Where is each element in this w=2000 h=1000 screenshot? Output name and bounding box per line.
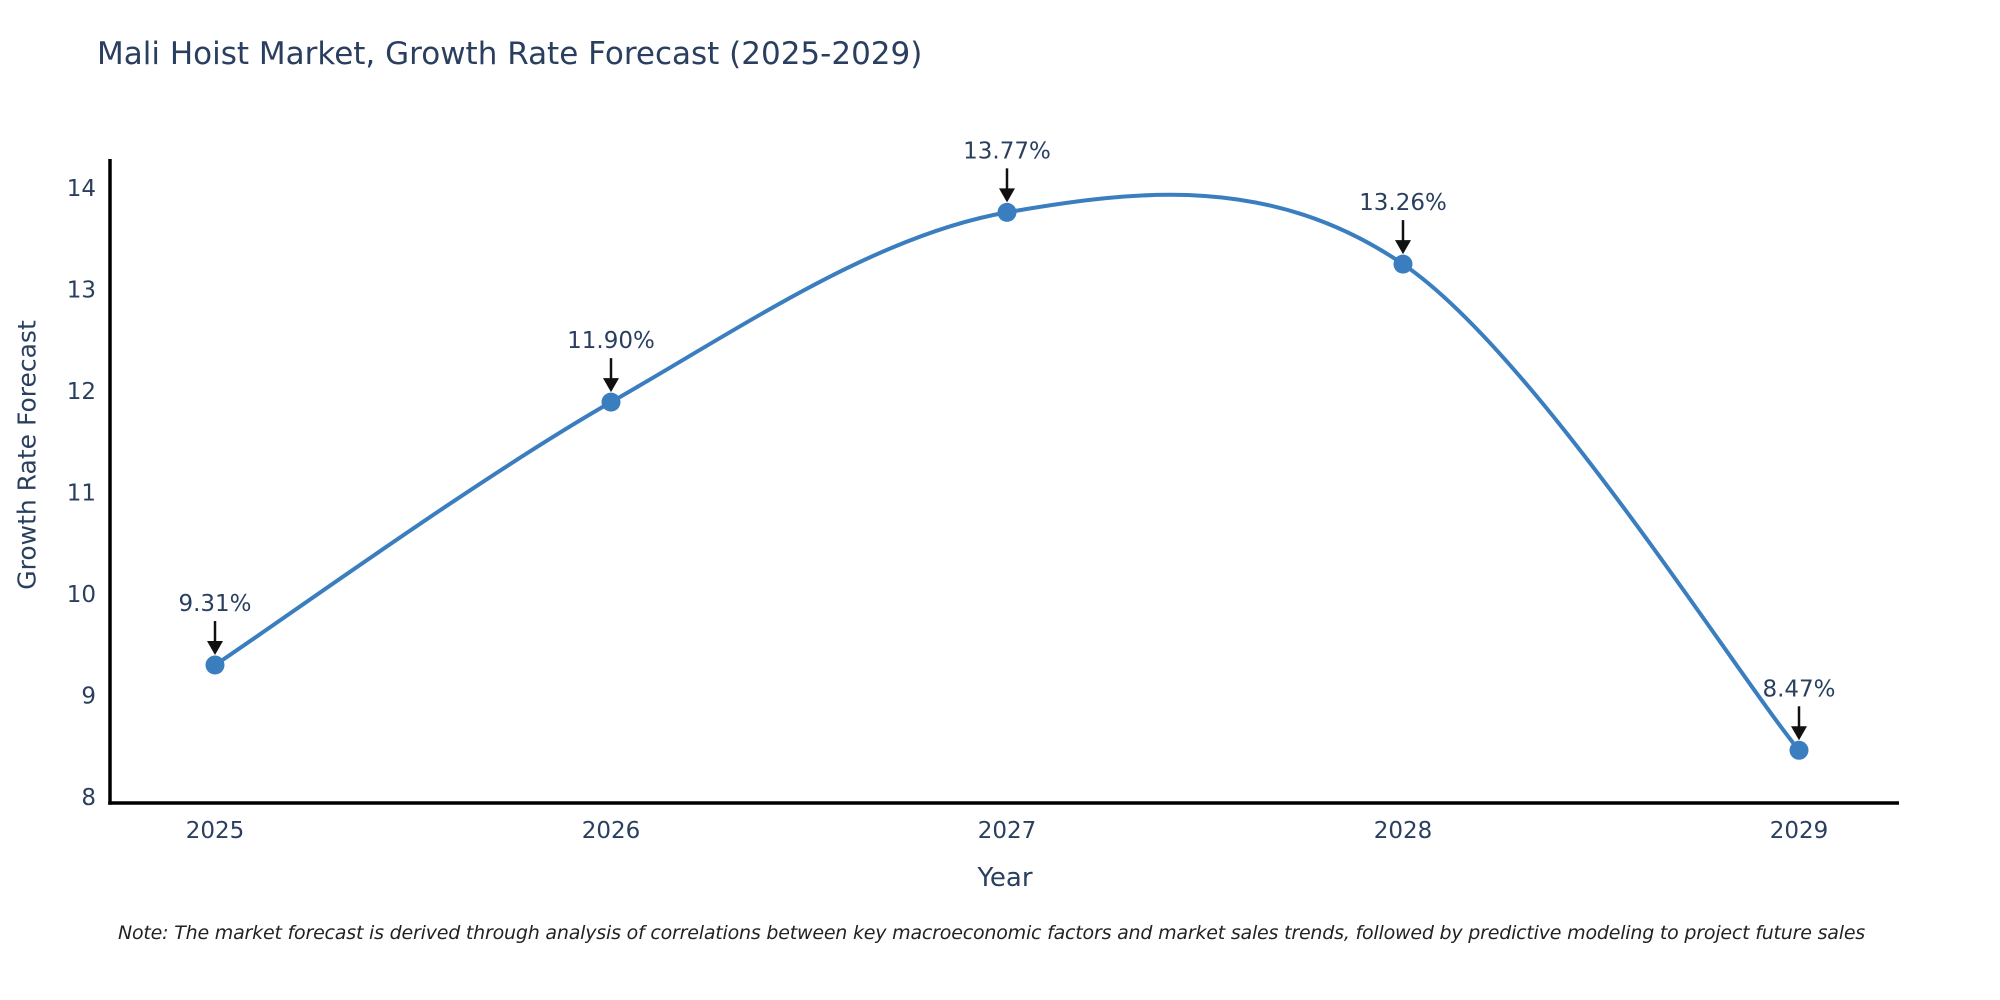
- y-tick-label: 10: [67, 582, 96, 608]
- annotation-arrowhead: [603, 378, 619, 393]
- x-tick-label: 2026: [582, 818, 641, 844]
- annotation-label: 8.47%: [1762, 676, 1835, 702]
- x-tick-label: 2027: [978, 818, 1037, 844]
- y-axis-title: Growth Rate Forecast: [12, 320, 42, 590]
- y-tick-label: 13: [67, 278, 96, 304]
- y-tick-label: 8: [81, 785, 96, 811]
- annotation-label: 13.77%: [963, 138, 1051, 164]
- data-point-marker: [1393, 254, 1413, 274]
- annotation-arrowhead: [207, 641, 223, 656]
- chart-title: Mali Hoist Market, Growth Rate Forecast …: [97, 36, 923, 72]
- x-tick-label: 2029: [1770, 818, 1829, 844]
- y-tick-label: 11: [67, 481, 96, 507]
- series-line: [213, 192, 1801, 753]
- annotation-label: 13.26%: [1359, 190, 1447, 216]
- annotation-arrowhead: [1791, 726, 1807, 741]
- y-tick-label: 12: [67, 379, 96, 405]
- annotation-arrowhead: [1395, 240, 1411, 255]
- annotation-label: 11.90%: [567, 328, 655, 354]
- data-point-marker: [601, 392, 621, 412]
- y-tick-label: 9: [81, 684, 96, 710]
- footnote-text: Note: The market forecast is derived thr…: [118, 922, 1866, 944]
- y-tick-label: 14: [67, 176, 96, 202]
- annotation-label: 9.31%: [178, 591, 251, 617]
- annotation-arrowhead: [999, 188, 1015, 203]
- data-point-marker: [997, 202, 1017, 222]
- x-tick-label: 2025: [186, 818, 245, 844]
- data-point-marker: [1789, 740, 1809, 760]
- x-tick-label: 2028: [1374, 818, 1433, 844]
- data-point-marker: [205, 655, 225, 675]
- x-axis-title: Year: [977, 863, 1033, 893]
